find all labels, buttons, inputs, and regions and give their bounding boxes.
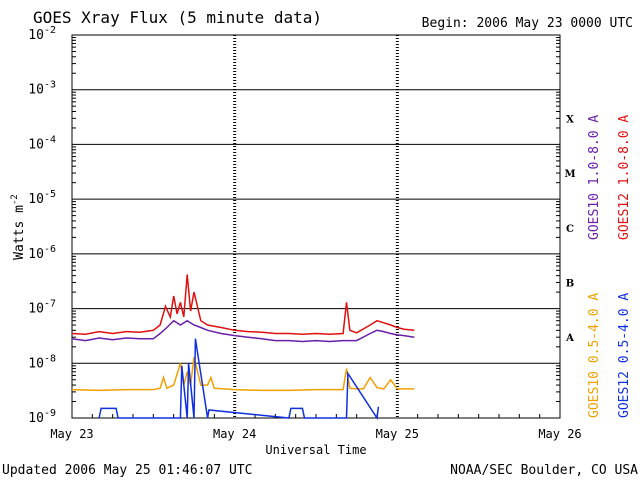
x-tick-label: May 26 bbox=[538, 427, 581, 441]
legend-entry: GOES10 0.5-4.0 A bbox=[587, 293, 602, 418]
y-tick-label: 10-8 bbox=[28, 353, 56, 371]
y-tick-exp: -5 bbox=[44, 189, 56, 200]
series-line-0 bbox=[71, 319, 415, 343]
y-axis-title-base: Watts m bbox=[12, 205, 27, 260]
y-tick-base: 10 bbox=[28, 302, 44, 317]
y-tick-exp: -9 bbox=[44, 408, 56, 419]
legend-entry: GOES10 1.0-8.0 A bbox=[587, 115, 602, 240]
y-tick-label: 10-6 bbox=[28, 244, 56, 262]
x-tick-label: May 25 bbox=[376, 427, 419, 441]
series-line-3 bbox=[98, 338, 380, 421]
y-tick-exp: -8 bbox=[44, 353, 56, 364]
x-tick-label: May 24 bbox=[213, 427, 256, 441]
y-tick-label: 10-4 bbox=[28, 134, 56, 152]
y-tick-labels: 10-210-310-410-510-610-710-810-9 bbox=[28, 25, 56, 426]
begin-date: Begin: 2006 May 23 0000 UTC bbox=[422, 16, 633, 31]
credit-text: NOAA/SEC Boulder, CO USA bbox=[450, 463, 638, 478]
y-axis-title-exp: -2 bbox=[10, 194, 20, 205]
legend: GOES10 1.0-8.0 A GOES12 1.0-8.0 A GOES10 0… bbox=[587, 115, 632, 418]
legend-entry: GOES12 0.5-4.0 A bbox=[617, 293, 632, 418]
y-tick-label: 10-7 bbox=[28, 299, 56, 317]
chart-title: GOES Xray Flux (5 minute data) bbox=[33, 8, 322, 27]
series-line-1 bbox=[71, 274, 415, 335]
flare-class-X: X bbox=[566, 114, 574, 125]
series-line-2 bbox=[71, 356, 415, 392]
y-tick-exp: -7 bbox=[44, 299, 56, 310]
flare-class-C: C bbox=[566, 224, 574, 235]
y-tick-exp: -6 bbox=[44, 244, 56, 255]
y-tick-base: 10 bbox=[28, 192, 44, 207]
flare-class-M: M bbox=[564, 169, 575, 180]
flare-class-A: A bbox=[565, 333, 574, 344]
gridlines bbox=[72, 35, 560, 418]
y-tick-base: 10 bbox=[28, 28, 44, 43]
legend-entry: GOES12 1.0-8.0 A bbox=[617, 115, 632, 240]
y-tick-label: 10-2 bbox=[28, 25, 56, 43]
updated-timestamp: Updated 2006 May 25 01:46:07 UTC bbox=[2, 463, 252, 478]
x-axis-title: Universal Time bbox=[265, 443, 366, 457]
y-tick-base: 10 bbox=[28, 137, 44, 152]
y-tick-base: 10 bbox=[28, 83, 44, 98]
y-axis-title: Watts m-2 bbox=[10, 194, 27, 260]
plot-frame bbox=[71, 34, 561, 419]
series-lines bbox=[71, 274, 415, 421]
y-tick-base: 10 bbox=[28, 247, 44, 262]
y-tick-label: 10-3 bbox=[28, 80, 56, 98]
y-tick-label: 10-9 bbox=[28, 408, 56, 426]
y-tick-exp: -4 bbox=[44, 134, 56, 145]
y-tick-exp: -3 bbox=[44, 80, 56, 91]
y-tick-base: 10 bbox=[28, 356, 44, 371]
y-tick-label: 10-5 bbox=[28, 189, 56, 207]
flare-class-labels: X M C B A bbox=[564, 114, 575, 344]
y-tick-exp: -2 bbox=[44, 25, 56, 36]
x-tick-label: May 23 bbox=[50, 427, 93, 441]
flare-class-B: B bbox=[566, 278, 574, 289]
x-tick-labels: May 23 May 24 May 25 May 26 bbox=[50, 427, 581, 441]
y-tick-base: 10 bbox=[28, 411, 44, 426]
